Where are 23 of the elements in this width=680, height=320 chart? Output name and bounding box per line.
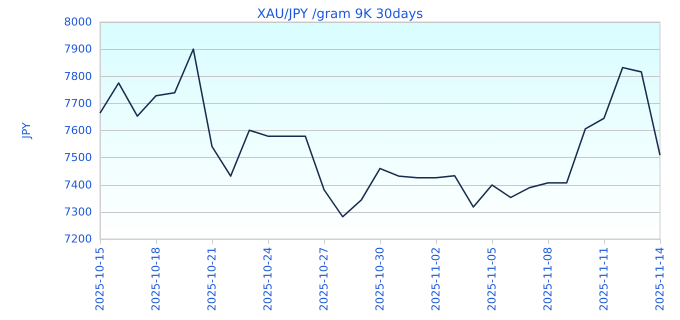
x-tick-label: 2025-10-18 [150, 247, 162, 311]
y-tick-label: 7500 [64, 151, 92, 164]
y-axis-title: JPY [20, 122, 33, 140]
x-tick-label: 2025-11-08 [542, 247, 554, 311]
x-tick-label: 2025-11-11 [598, 247, 610, 311]
y-tick-label: 7700 [64, 96, 92, 110]
x-tick-label: 2025-10-15 [94, 247, 106, 311]
x-tick-label: 2025-10-24 [262, 247, 274, 311]
x-tick-label: 2025-10-27 [318, 247, 330, 311]
y-tick-label: 8000 [64, 16, 92, 28]
y-tick-label: 7400 [64, 178, 92, 192]
y-tick-label: 7800 [64, 70, 92, 83]
x-tick-label: 2025-11-02 [430, 247, 442, 311]
y-tick-label: 7900 [64, 42, 92, 56]
chart-title: XAU/JPY /gram 9K 30days [256, 7, 424, 22]
x-tick-label: 2025-11-14 [654, 247, 666, 311]
x-tick-label: 2025-10-30 [374, 247, 386, 311]
x-tick-label: 2025-11-05 [486, 247, 498, 311]
y-tick-label: 7300 [64, 205, 92, 218]
y-tick-label: 7200 [64, 232, 92, 246]
line-series [99, 48, 661, 218]
y-tick-label: 7600 [64, 124, 92, 137]
x-tick-label: 2025-10-21 [206, 247, 218, 311]
